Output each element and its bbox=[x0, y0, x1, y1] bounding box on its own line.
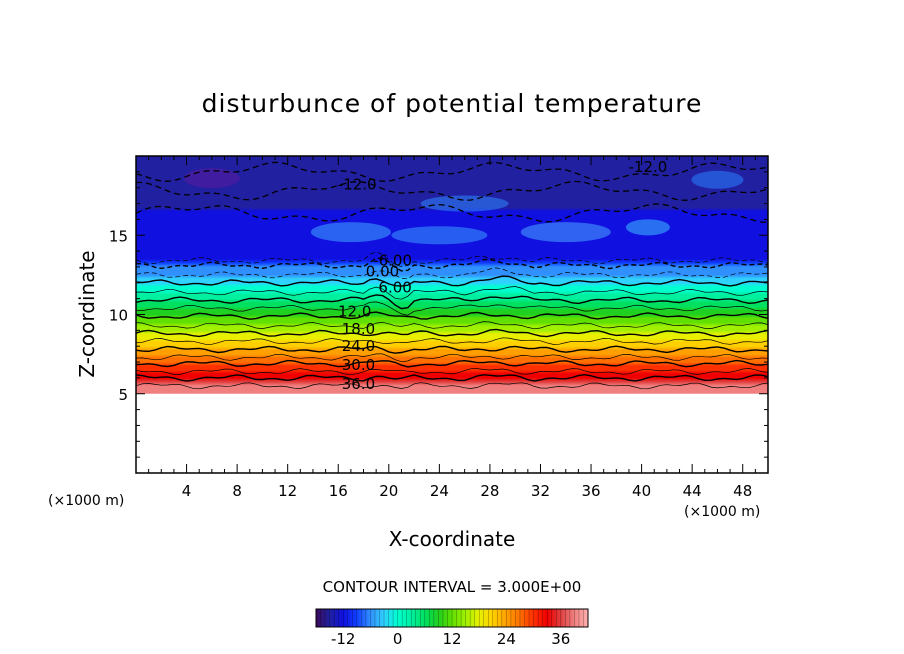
x-unit-left: (×1000 m) bbox=[48, 493, 124, 509]
contour-label: -12.0 bbox=[338, 176, 377, 194]
contour-label: 0.00 bbox=[366, 263, 399, 281]
x-tick-label: 40 bbox=[632, 482, 651, 500]
contour-line bbox=[135, 337, 769, 345]
colorbar: -12 0 12 24 36 bbox=[315, 608, 589, 648]
x-unit-right: (×1000 m) bbox=[684, 504, 760, 520]
x-tick-label: 48 bbox=[733, 482, 752, 500]
contour-lines bbox=[135, 161, 769, 390]
contour-line bbox=[135, 161, 769, 182]
colorbar-tick-label: 0 bbox=[393, 630, 403, 648]
contour-line bbox=[135, 286, 769, 300]
contour-line bbox=[135, 382, 769, 390]
temperature-field bbox=[136, 156, 768, 394]
contour-label: 24.0 bbox=[342, 337, 375, 355]
y-tick-label: 5 bbox=[118, 386, 128, 404]
contour-line bbox=[135, 251, 769, 267]
contour-line bbox=[135, 267, 769, 280]
contour-line bbox=[135, 294, 769, 310]
colorbar-tick-label: -12 bbox=[331, 630, 356, 648]
contour-label: -12.0 bbox=[629, 158, 668, 176]
contour-label: -6.00 bbox=[373, 252, 412, 270]
contour-line bbox=[135, 257, 769, 272]
contour-line bbox=[135, 203, 769, 224]
x-axis-label: X-coordinate bbox=[389, 527, 516, 551]
contour-line bbox=[135, 275, 769, 287]
contour-labels: -12.0 -12.0 -6.000.006.00 12.018.024.030.03… bbox=[338, 158, 668, 393]
contour-line bbox=[135, 353, 769, 363]
field-patch bbox=[183, 168, 240, 189]
field-patch bbox=[520, 222, 611, 243]
contour-line bbox=[135, 373, 769, 382]
x-tick-label: 44 bbox=[683, 482, 702, 500]
x-tick-label: 16 bbox=[329, 482, 348, 500]
contour-label: 18.0 bbox=[342, 320, 375, 338]
x-tick-label: 12 bbox=[278, 482, 297, 500]
x-tick-label: 4 bbox=[182, 482, 192, 500]
field-patch bbox=[391, 226, 488, 245]
colorbar-tick-label: 24 bbox=[497, 630, 516, 648]
contour-label: 36.0 bbox=[342, 375, 375, 393]
y-tick-label: 10 bbox=[109, 307, 128, 325]
x-tick-label: 28 bbox=[480, 482, 499, 500]
x-tick-label: 24 bbox=[430, 482, 449, 500]
y-tick-label: 15 bbox=[109, 227, 128, 245]
x-tick-label: 8 bbox=[232, 482, 242, 500]
contour-line bbox=[135, 359, 769, 368]
field-patch bbox=[625, 219, 670, 236]
contour-line bbox=[135, 345, 769, 354]
colorbar-tick-label: 12 bbox=[442, 630, 461, 648]
field-patch bbox=[420, 195, 509, 212]
x-axis-ticks: 4 8 12 16 20 24 28 32 36 40 44 48 bbox=[148, 156, 756, 500]
contour-interval-text: CONTOUR INTERVAL = 3.000E+00 bbox=[323, 578, 582, 596]
y-axis-label: Z-coordinate bbox=[75, 250, 99, 377]
contour-label: 12.0 bbox=[338, 302, 371, 320]
colorbar-tick-label: 36 bbox=[551, 630, 570, 648]
chart-title: disturbunce of potential temperature bbox=[202, 89, 703, 118]
contour-line bbox=[135, 321, 769, 330]
contour-line bbox=[135, 328, 769, 338]
colorbar-divisions bbox=[320, 609, 584, 627]
y-axis-ticks: 5 10 15 bbox=[109, 171, 768, 458]
x-tick-label: 20 bbox=[379, 482, 398, 500]
contour-line bbox=[135, 301, 769, 316]
contour-line bbox=[135, 368, 769, 376]
contour-label: 6.00 bbox=[378, 279, 411, 297]
contour-line bbox=[135, 311, 769, 320]
field-perturbations bbox=[183, 168, 744, 245]
x-tick-label: 32 bbox=[531, 482, 550, 500]
plot-area: -12.0-12.0-6.000.006.0012.018.024.030.03… bbox=[109, 155, 769, 500]
field-patch bbox=[691, 170, 744, 189]
colorbar-ticks: -12 0 12 24 36 bbox=[331, 630, 570, 648]
colorbar-strip bbox=[315, 608, 589, 628]
contour-line bbox=[135, 180, 769, 201]
field-patch bbox=[310, 222, 391, 243]
x-tick-label: 36 bbox=[581, 482, 600, 500]
contour-label: 30.0 bbox=[342, 356, 375, 374]
